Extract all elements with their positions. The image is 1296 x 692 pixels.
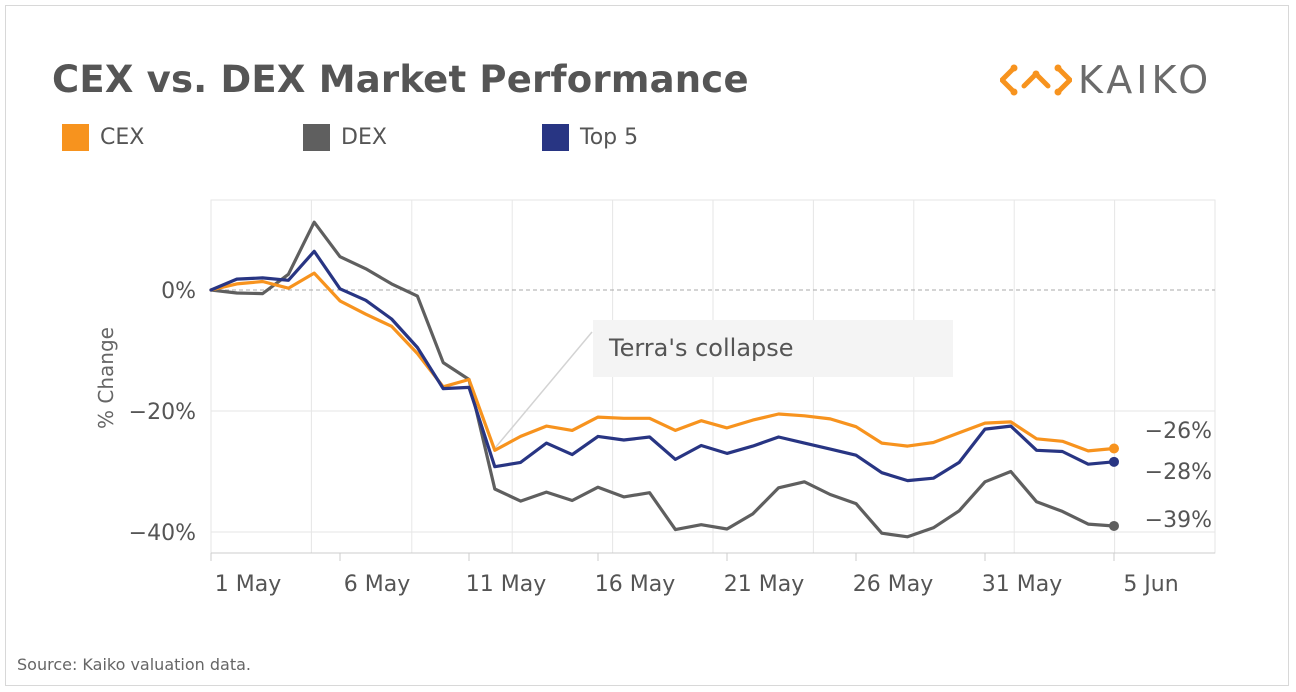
legend-item-cex: CEX bbox=[62, 124, 144, 151]
x-tick-label: 1 May bbox=[215, 572, 281, 597]
x-tick-label: 16 May bbox=[595, 572, 675, 597]
kaiko-logo-icon bbox=[1000, 64, 1072, 96]
x-tick-label: 21 May bbox=[724, 572, 804, 597]
legend-label-top5: Top 5 bbox=[580, 125, 639, 150]
legend-item-top5: Top 5 bbox=[542, 124, 638, 151]
x-tick-label: 5 Jun bbox=[1123, 572, 1178, 597]
series-line-cex bbox=[209, 271, 1116, 453]
legend-item-dex: DEX bbox=[303, 124, 387, 151]
y-tick-label: 0% bbox=[161, 279, 196, 304]
annotation-text: Terra's collapse bbox=[608, 334, 794, 362]
source-note: Source: Kaiko valuation data. bbox=[17, 655, 251, 674]
legend-swatch-top5 bbox=[542, 124, 569, 151]
kaiko-logo: KAIKO bbox=[1000, 58, 1212, 102]
series-end-label: −28% bbox=[1145, 460, 1212, 485]
annotation-box bbox=[593, 320, 953, 377]
annotation-leader bbox=[494, 331, 593, 449]
y-tick-label: −40% bbox=[129, 521, 196, 546]
x-tick-label: 6 May bbox=[344, 572, 410, 597]
series-end-marker bbox=[1109, 456, 1119, 467]
x-tick-label: 31 May bbox=[982, 572, 1062, 597]
series-end-marker bbox=[1109, 520, 1119, 531]
series-end-marker bbox=[1109, 443, 1119, 454]
chart-legend: CEX DEX Top 5 bbox=[60, 124, 760, 154]
y-tick-label: −20% bbox=[129, 400, 196, 425]
series-end-label: −39% bbox=[1145, 508, 1212, 533]
chart-title: CEX vs. DEX Market Performance bbox=[52, 58, 749, 101]
series-line-dex bbox=[209, 220, 1116, 539]
series-line-top5 bbox=[209, 249, 1116, 483]
x-tick-label: 11 May bbox=[466, 572, 546, 597]
legend-swatch-cex bbox=[62, 124, 89, 151]
legend-swatch-dex bbox=[303, 124, 330, 151]
legend-label-dex: DEX bbox=[341, 125, 387, 150]
series-end-label: −26% bbox=[1145, 419, 1212, 444]
y-axis-label: % Change bbox=[94, 327, 118, 429]
legend-label-cex: CEX bbox=[100, 125, 145, 150]
kaiko-logo-text: KAIKO bbox=[1078, 58, 1213, 102]
x-tick-label: 26 May bbox=[853, 572, 933, 597]
